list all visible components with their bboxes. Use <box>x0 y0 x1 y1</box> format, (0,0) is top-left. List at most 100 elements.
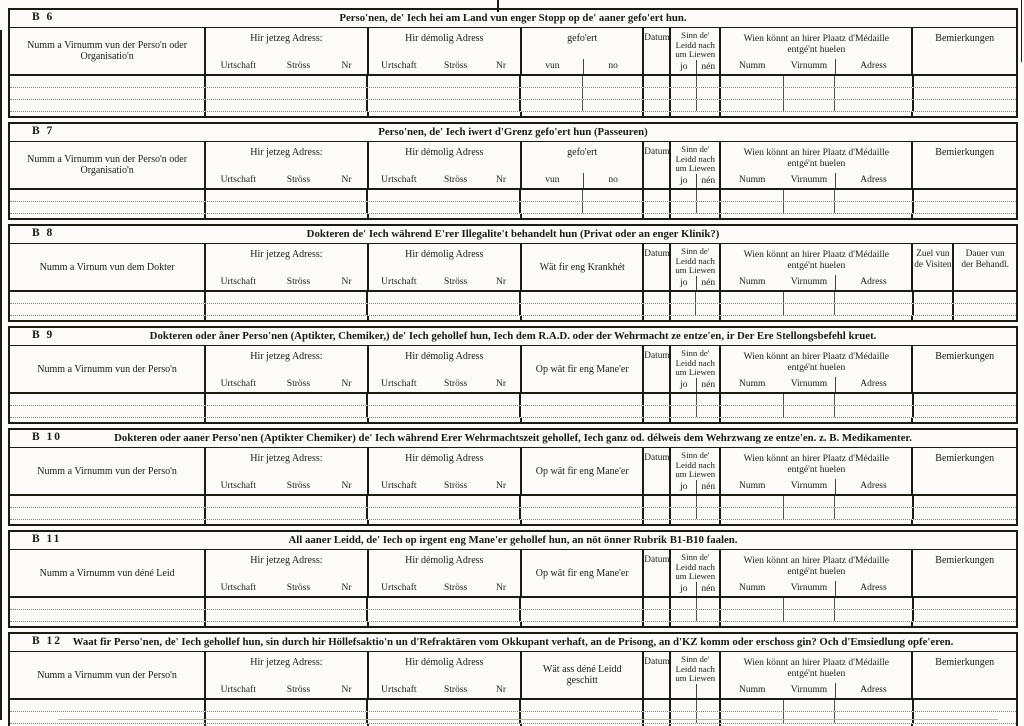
row-subcell <box>671 508 696 519</box>
col-header-medal-recipient: Wien könnt an hirer Plaatz d'Médaille ent… <box>721 346 914 392</box>
row-cell <box>644 88 671 99</box>
col-header-former-address: Hir démolig Adress Urtschaft Ströss Nr <box>369 550 522 596</box>
col-header-former-address-sub: Nr <box>496 583 507 593</box>
date-label: Datum <box>644 33 670 43</box>
row-cell <box>954 292 1016 303</box>
alive-label-line: um Liewen <box>675 469 716 479</box>
medal-sub: Virnumm <box>790 379 828 389</box>
row-subcell <box>521 100 582 111</box>
medal-sub: Virnumm <box>790 481 828 491</box>
table-row <box>10 190 1016 202</box>
medal-sub: Virnumm <box>790 583 828 593</box>
col-header-current-address-sub: Ströss <box>286 481 311 491</box>
col-header-name: Numm a Virnumm vun der Perso'n oder Orga… <box>10 142 207 188</box>
col-header-current-address-sublabels: Urtschaft Ströss Nr <box>206 275 366 290</box>
col-header-current-address-sub: Nr <box>341 481 352 491</box>
special-label-line: gefo'ert <box>567 33 598 44</box>
alive-sub: nén <box>696 581 719 596</box>
alive-sublabels: jo nén <box>671 479 719 494</box>
row-subcell <box>721 598 783 609</box>
row-cell <box>10 76 206 87</box>
row-cell <box>521 394 644 405</box>
row-cell <box>671 76 721 87</box>
medal-label-line: entgé'nt huelen <box>787 464 846 475</box>
section-title: Dokteren oder aaner Perso'nen (Aptikter … <box>114 432 912 444</box>
row-cell <box>671 304 721 315</box>
alive-sub: jo <box>680 277 688 288</box>
row-subcell <box>581 76 642 87</box>
row-subcell <box>782 598 834 609</box>
row-cell <box>206 610 369 621</box>
col-header-former-address: Hir démolig Adress Urtschaft Ströss Nr <box>369 244 522 290</box>
row-subcell <box>782 610 834 621</box>
date-label: Datum <box>644 453 670 463</box>
name-label: Numm a Virnumm vun der Perso'n <box>37 363 177 375</box>
col-header-date: Datum <box>644 142 672 188</box>
alive-label-line: Sinn de' <box>681 348 710 358</box>
row-cell <box>671 508 721 519</box>
row-cell <box>721 190 914 201</box>
row-cell <box>10 700 206 711</box>
form-section-b6: B 6 Perso'nen, de' Iech hei am Land vun e… <box>8 8 1018 118</box>
medal-label: Wien könnt an hirer Plaatz d'Médaille ent… <box>721 244 911 275</box>
row-cell <box>206 508 369 519</box>
col-header-remarks: Bemierkungen <box>913 28 1016 74</box>
row-cell <box>671 598 721 609</box>
medal-label-line: entgé'nt huelen <box>787 158 846 169</box>
alive-label-line: Sinn de' <box>681 144 710 154</box>
col-header-former-address-sublabels: Urtschaft Ströss Nr <box>369 683 520 698</box>
col-header-medal-recipient: Wien könnt an hirer Plaatz d'Médaille ent… <box>721 28 914 74</box>
row-cell <box>206 88 368 99</box>
section-number: B 7 <box>32 125 55 137</box>
row-cell <box>10 190 206 201</box>
col-header-special: Wät fir eng Krankhét <box>522 244 645 290</box>
row-cell <box>10 496 206 507</box>
alive-sub: jo <box>680 379 688 390</box>
row-subcell <box>695 598 719 609</box>
table-row-spacer <box>10 418 1016 422</box>
alive-sub <box>671 684 696 699</box>
row-cell <box>10 292 206 303</box>
row-subcell <box>671 406 696 417</box>
col-header-current-address-sub: Urtschaft <box>220 175 256 185</box>
col-header-current-address: Hir jetzeg Adress: Urtschaft Ströss Nr <box>206 448 369 494</box>
alive-sub <box>696 683 719 698</box>
col-header-current-address-sub: Ströss <box>286 61 311 71</box>
medal-sub: Virnumm <box>790 61 828 71</box>
right-col-label: Dauer vun der Behandl. <box>954 244 1016 290</box>
alive-label-line: um Liewen <box>675 367 716 377</box>
table-row-spacer <box>10 724 1016 726</box>
row-cell <box>721 394 914 405</box>
special-label: Wät ass déné Leidd geschitt <box>522 652 643 698</box>
row-subcell <box>521 202 582 213</box>
medal-sub: Adress <box>834 59 912 74</box>
col-header-current-address-label: Hir jetzeg Adress: <box>250 555 323 566</box>
row-cell <box>644 394 671 405</box>
alive-label-line: Leidd nach <box>675 561 715 572</box>
row-cell <box>671 100 721 111</box>
table-row <box>10 88 1016 100</box>
row-cell <box>671 88 721 99</box>
col-header-current-address-sub: Nr <box>341 61 352 71</box>
row-subcell <box>671 496 696 507</box>
row-subcell <box>695 202 719 213</box>
col-header-special: Op wät fir eng Mane'er <box>522 448 645 494</box>
row-subcell <box>721 508 783 519</box>
col-header-medal-recipient: Wien könnt an hirer Plaatz d'Médaille ent… <box>721 142 914 188</box>
row-cell <box>914 496 1016 507</box>
alive-label: Sinn de' Leidd nach um Liewen <box>671 142 719 174</box>
col-header-current-address-sub: Urtschaft <box>220 61 256 71</box>
medal-sub: Adress <box>834 581 912 596</box>
alive-label-line: Sinn de' <box>681 552 710 562</box>
medal-label-line: entgé'nt huelen <box>787 668 846 679</box>
special-label-line: Op wät fir eng Mane'er <box>535 465 629 477</box>
col-header-current-address-sublabels: Urtschaft Ströss Nr <box>206 173 366 188</box>
table-row <box>10 406 1016 418</box>
row-subcell <box>782 292 834 303</box>
row-cell <box>671 202 721 213</box>
row-cell <box>521 76 644 87</box>
row-cell <box>914 598 1016 609</box>
medal-label: Wien könnt an hirer Plaatz d'Médaille ent… <box>721 652 911 683</box>
row-cell <box>644 496 671 507</box>
row-subcell <box>721 406 783 417</box>
